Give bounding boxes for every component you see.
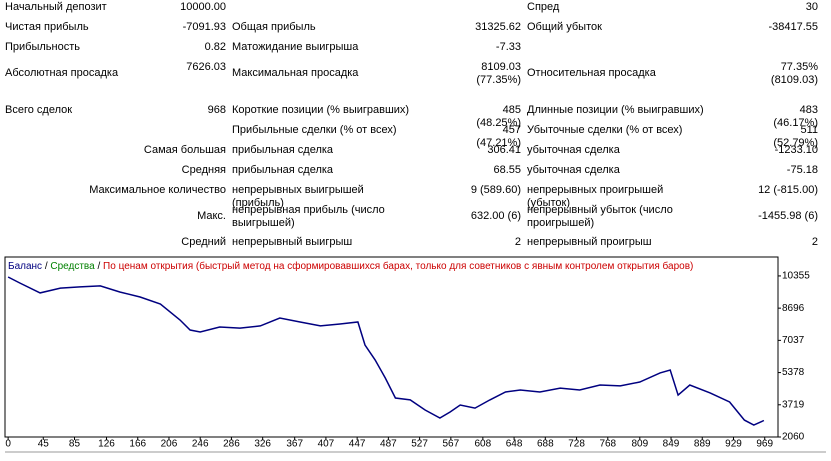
x-tick-label: 326 [254,439,271,450]
stat-cell: 968 [207,104,226,116]
x-tick-label: 206 [161,439,178,450]
x-tick-label: 648 [506,439,523,450]
x-tick-label: 126 [98,439,115,450]
x-tick-label: 85 [69,439,81,450]
x-tick-label: 969 [756,439,773,450]
series-line [7,276,765,426]
legend-entry: Баланс [8,261,42,272]
legend-note: По ценам открытия (быстрый метод на сфор… [103,260,693,272]
stat-cell: 483 (46.17%) [773,104,818,129]
stat-cell: Максимальное количество [89,184,226,196]
stat-cell: Относительная просадка [527,67,656,79]
stat-cell: -1455.98 (6) [758,210,818,222]
stat-cell: 485 (48.25%) [476,104,521,129]
stat-cell: непрерывный выигрыш [232,236,353,248]
stat-cell: непрерывных проигрышей (убыток) [527,184,664,209]
stat-cell: -38417.55 [768,21,818,33]
stat-cell: прибыльная сделка [232,144,334,156]
stat-cell: -75.18 [786,164,818,176]
stat-cell: 10000.00 [180,1,226,13]
stat-cell: Средняя [181,164,226,176]
y-tick-label: 5378 [782,367,805,378]
stat-cell: Матожидание выигрыша [232,41,359,53]
y-tick-label: 3719 [782,399,805,410]
stat-cell: Самая большая [143,144,226,156]
y-tick-label: 8696 [782,303,805,314]
stat-cell: 457 (47.21%) [476,124,521,149]
x-tick-label: 487 [380,439,397,450]
stat-cell: Максимальная просадка [232,67,359,79]
stat-cell: Короткие позиции (% выигравших) [232,104,410,116]
x-tick-label: 768 [599,439,616,450]
x-tick-label: 567 [442,439,459,450]
stat-cell: Прибыльные сделки (% от всех) [232,124,397,136]
stat-cell: 511 (52.79%) [773,124,818,149]
stat-cell: Убыточные сделки (% от всех) [527,124,683,136]
x-tick-label: 286 [223,439,240,450]
stat-cell: 7626.03 [186,61,226,73]
stat-cell: Начальный депозит [5,1,107,13]
stat-cell: -1233.10 [774,144,818,156]
plot-frame [4,256,779,438]
legend-sep: / [95,261,103,272]
stat-cell: 9 (589.60) [470,184,521,196]
stat-cell: убыточная сделка [527,144,620,156]
stat-cell: 2 [811,236,818,248]
y-tick-label: 2060 [782,432,805,443]
stat-cell: Общая прибыль [232,21,316,33]
stat-cell: Спред [527,1,560,13]
stat-cell: 31325.62 [475,21,521,33]
stat-cell: прибыльная сделка [232,164,334,176]
legend: Баланс / Средства / По ценам открытия (б… [8,260,693,272]
stat-cell: Макс. [197,210,226,222]
x-tick-label: 849 [663,439,680,450]
stat-cell: -7091.93 [182,21,226,33]
stat-cell: убыточная сделка [527,164,620,176]
stat-cell: Всего сделок [5,104,73,116]
stat-cell: 632.00 (6) [470,210,521,222]
stat-cell: -7.33 [495,41,521,53]
legend-sep: / [42,261,50,272]
stat-cell: 12 (-815.00) [758,184,818,196]
x-tick-label: 809 [631,439,648,450]
x-tick-label: 527 [411,439,428,450]
stat-cell: непрерывный убыток (число проигрышей) [527,204,673,229]
x-tick-label: 407 [318,439,335,450]
y-tick-label: 7037 [782,335,805,346]
stat-cell: 8109.03 (77.35%) [476,61,521,86]
stat-cell: Прибыльность [5,41,80,53]
x-tick-label: 166 [129,439,146,450]
stat-cell: Средний [181,236,226,248]
stat-cell: Абсолютная просадка [5,67,119,79]
x-tick-label: 246 [192,439,209,450]
x-tick-label: 688 [537,439,554,450]
stat-cell: непрерывный проигрыш [527,236,652,248]
x-tick-label: 45 [38,439,50,450]
x-tick-label: 728 [568,439,585,450]
y-tick-label: 10355 [782,271,810,282]
x-tick-label: 929 [725,439,742,450]
x-tick-label: 367 [286,439,303,450]
stat-cell: 30 [805,1,818,13]
stat-cell: 2 [514,236,521,248]
x-tick-label: 608 [475,439,492,450]
x-tick-label: 447 [349,439,366,450]
stat-cell: 306.41 [487,144,521,156]
stat-cell: Длинные позиции (% выигравших) [527,104,704,116]
x-tick-label: 0 [5,439,11,450]
stat-cell: Общий убыток [527,21,602,33]
stat-cell: Чистая прибыль [5,21,89,33]
legend-entry: Средства [50,261,95,272]
x-tick-label: 889 [694,439,711,450]
stat-cell: 0.82 [204,41,226,53]
stat-cell: 77.35% (8109.03) [770,61,818,86]
stat-cell: непрерывная прибыль (число выигрышей) [232,204,385,229]
stat-cell: 68.55 [493,164,521,176]
stat-cell: непрерывных выигрышей (прибыль) [232,184,364,209]
